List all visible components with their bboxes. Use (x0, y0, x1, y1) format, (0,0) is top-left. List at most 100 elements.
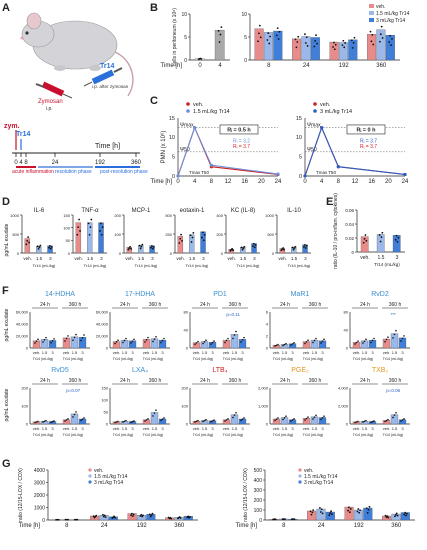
x-tick-label: veh. (278, 256, 287, 261)
data-point (160, 341, 162, 344)
data-point (178, 242, 181, 244)
x-tick-label: 24 (275, 179, 282, 185)
data-point (57, 518, 60, 521)
data-point (38, 246, 41, 249)
x-tick-label: 3 (51, 426, 54, 431)
data-point (355, 341, 358, 344)
data-point (309, 510, 312, 513)
data-point (258, 24, 261, 27)
y-tick-label: 0.02 (345, 236, 354, 241)
series-point (209, 163, 213, 167)
data-point (267, 32, 270, 34)
data-point (189, 234, 192, 237)
data-point (155, 335, 157, 338)
x-tick-label: 3 (161, 350, 164, 355)
data-point (195, 342, 198, 344)
x-subtitle: Tr14 (mL/kg) (273, 357, 293, 361)
data-point (144, 420, 146, 422)
data-point (386, 515, 389, 517)
x-tick-label: veh. (273, 426, 281, 431)
data-point (243, 336, 245, 339)
y-tick-label: 0 (186, 346, 189, 351)
data-point (50, 341, 52, 344)
data-point (391, 37, 393, 40)
legend-swatch (298, 468, 302, 472)
y-tick-label: 60,000 (16, 310, 29, 315)
data-point (353, 36, 356, 39)
data-point (290, 344, 292, 346)
data-point (321, 340, 324, 342)
data-point (276, 27, 279, 30)
data-point (152, 340, 154, 343)
data-point (114, 421, 116, 424)
ri-label-1: Rᵢ = 3.2 (233, 138, 250, 144)
data-point (275, 34, 278, 37)
data-point (240, 341, 242, 343)
x-tick-label: 1.5 (392, 350, 398, 355)
timepoint-label: 24 h (360, 378, 370, 384)
y-axis-label: PMN (x 10⁶) (160, 131, 167, 164)
series-point (193, 126, 197, 130)
data-point (131, 340, 134, 342)
data-point (354, 343, 356, 345)
data-point (87, 222, 90, 225)
y-axis-label: pg/mL exudate (4, 308, 10, 341)
data-point (130, 514, 132, 517)
data-point (163, 337, 165, 340)
x-tick-label: 3 (321, 426, 324, 431)
data-point (396, 241, 399, 243)
data-point (72, 339, 74, 341)
p-value: p=0.07 (66, 388, 80, 393)
data-point (148, 513, 151, 516)
data-point (144, 341, 146, 343)
data-point (194, 421, 196, 423)
x-tick-label: 3 (151, 256, 154, 261)
data-point (291, 343, 294, 345)
chart-C-left: 0 5 10 15 0 4 8 12 16 20 24 PMN (x 10⁶) Time [h] Ψmax… (151, 102, 282, 185)
data-point (329, 512, 332, 515)
timepoint-label: 360 h (69, 378, 82, 384)
y-tick-label: 200 (254, 498, 263, 504)
x-tick-label: 1.5 (42, 426, 48, 431)
data-point (269, 35, 271, 38)
data-point (369, 30, 372, 33)
data-point (231, 247, 234, 250)
bar (392, 235, 401, 253)
ri-box-label: Rᵢ = 0 h (357, 127, 377, 133)
subchart-title: RvD2 (371, 291, 389, 298)
data-point (50, 421, 52, 424)
x-tick-label: veh. (303, 350, 311, 355)
data-point (130, 247, 132, 250)
data-point (203, 341, 206, 343)
data-point (390, 44, 392, 46)
data-point (88, 233, 91, 236)
legend-swatch (298, 474, 302, 478)
data-point (401, 337, 404, 340)
data-point (306, 45, 309, 47)
data-point (350, 39, 353, 42)
bar (391, 513, 401, 521)
timeline-time-label: Time [h] (95, 143, 120, 150)
chart-E: 0 0.02 0.04 0.06 ratio (IL-10 / pro-inflam. … (333, 193, 405, 269)
data-point (362, 241, 365, 244)
data-point (362, 342, 364, 344)
timeline-tick-label: 4 (19, 160, 23, 166)
data-point (76, 518, 79, 521)
y-tick-label: 0 (170, 251, 173, 256)
legend-swatch (313, 109, 317, 113)
data-point (312, 418, 314, 420)
x-subtitle: Tr14 (mL/kg) (288, 263, 311, 268)
x-tick-label: 3 (291, 350, 294, 355)
data-point (210, 420, 212, 423)
x-subtitle: Tr14 (mL/kg) (33, 263, 56, 268)
timepoint-label: 24 h (360, 302, 370, 308)
data-point (65, 419, 68, 421)
data-point (161, 418, 164, 421)
data-point (149, 515, 152, 518)
legend-label: veh. (320, 102, 331, 108)
data-point (357, 508, 360, 510)
data-point (365, 419, 367, 422)
x-tick-label: veh. (193, 350, 201, 355)
x-tick-label: 1.5 (42, 350, 48, 355)
